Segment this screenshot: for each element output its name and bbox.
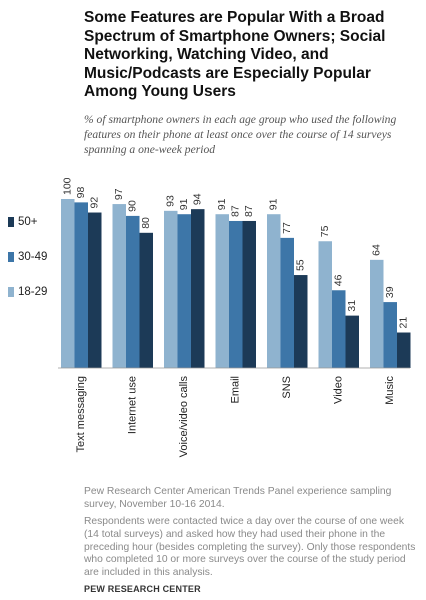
- value-label-sns-18-29: 91: [268, 198, 280, 210]
- bar-text-messaging-18-29: [61, 199, 75, 368]
- value-label-music-18-29: 64: [371, 244, 383, 256]
- value-label-music-50: 21: [398, 317, 410, 329]
- bar-music-50: [397, 332, 411, 368]
- category-label-sns: SNS: [281, 376, 293, 399]
- bar-internet-use-30-49: [126, 215, 140, 368]
- bar-text-messaging-50: [88, 212, 102, 368]
- legend-label-30-49: 30-49: [18, 251, 47, 263]
- category-label-voice-video-calls: Voice/video calls: [178, 376, 190, 458]
- bar-email-18-29: [215, 214, 229, 368]
- bar-voice-video-calls-50: [191, 209, 205, 368]
- bar-internet-use-50: [139, 232, 153, 368]
- value-label-sns-30-49: 77: [281, 222, 293, 234]
- source-note: Pew Research Center American Trends Pane…: [84, 486, 392, 510]
- value-label-video-18-29: 75: [319, 225, 331, 237]
- bar-sns-18-29: [267, 214, 281, 368]
- bar-video-50: [345, 315, 359, 368]
- bar-music-18-29: [370, 259, 384, 368]
- value-label-voice-video-calls-50: 94: [192, 193, 204, 205]
- value-label-voice-video-calls-18-29: 93: [165, 195, 177, 207]
- category-label-music: Music: [384, 376, 396, 405]
- category-label-internet-use: Internet use: [127, 376, 139, 434]
- value-label-internet-use-18-29: 97: [113, 188, 125, 200]
- value-label-email-18-29: 91: [216, 198, 228, 210]
- bar-sns-30-49: [280, 237, 294, 368]
- value-label-video-50: 31: [346, 300, 358, 312]
- legend-label-50: 50+: [18, 216, 38, 228]
- value-label-internet-use-50: 80: [140, 217, 152, 229]
- value-label-music-30-49: 39: [384, 286, 396, 298]
- bar-email-30-49: [229, 220, 243, 368]
- bar-video-30-49: [332, 290, 346, 368]
- bar-music-30-49: [383, 302, 397, 368]
- bar-video-18-29: [318, 241, 332, 368]
- category-label-text-messaging: Text messaging: [75, 376, 87, 452]
- bar-voice-video-calls-30-49: [177, 214, 191, 368]
- chart-bars: [61, 199, 411, 368]
- value-label-internet-use-30-49: 90: [127, 200, 139, 212]
- chart-subtitle: % of smartphone owners in each age group…: [84, 113, 397, 156]
- bar-email-50: [242, 220, 256, 368]
- legend-swatch-18-29: [8, 287, 14, 297]
- chart-title: Some Features are Popular With a Broad S…: [84, 9, 386, 101]
- chart-category-labels: Text messaging Internet use Voice/video ca…: [75, 376, 396, 458]
- legend-swatch-30-49: [8, 252, 14, 262]
- bar-voice-video-calls-18-29: [164, 210, 178, 368]
- value-label-text-messaging-50: 92: [89, 197, 101, 209]
- value-label-video-30-49: 46: [333, 274, 345, 286]
- value-label-sns-50: 55: [295, 259, 307, 271]
- bar-internet-use-18-29: [112, 204, 126, 368]
- value-label-text-messaging-30-49: 98: [75, 187, 87, 199]
- chart-legend: 50+ 30-49 18-29: [8, 216, 47, 298]
- methodology-note: Respondents were contacted twice a day o…: [84, 516, 416, 579]
- brand-footer: PEW RESEARCH CENTER: [84, 584, 201, 594]
- bar-sns-50: [294, 275, 308, 368]
- legend-label-18-29: 18-29: [18, 286, 47, 298]
- value-label-email-30-49: 87: [230, 205, 242, 217]
- category-label-email: Email: [230, 376, 242, 404]
- category-label-video: Video: [333, 376, 345, 404]
- bar-text-messaging-30-49: [74, 202, 88, 368]
- value-label-email-50: 87: [243, 205, 255, 217]
- legend-swatch-50: [8, 217, 14, 227]
- value-label-text-messaging-18-29: 100: [62, 177, 74, 195]
- value-label-voice-video-calls-30-49: 91: [178, 198, 190, 210]
